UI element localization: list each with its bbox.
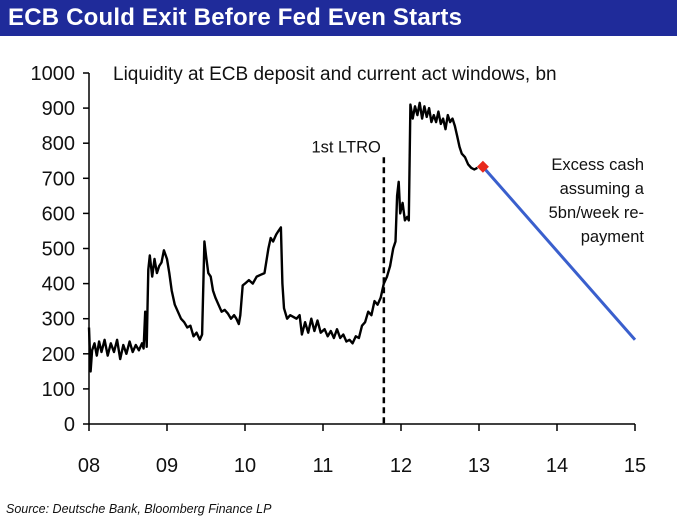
annotation-line: Excess cash bbox=[551, 156, 644, 174]
y-tick-label: 800 bbox=[42, 133, 75, 155]
y-tick-label: 700 bbox=[42, 168, 75, 190]
x-tick-label: 15 bbox=[624, 455, 646, 477]
x-tick-label: 14 bbox=[546, 455, 568, 477]
x-tick-label: 12 bbox=[390, 455, 412, 477]
x-tick-label: 10 bbox=[234, 455, 256, 477]
y-tick-label: 200 bbox=[42, 344, 75, 366]
annotation-line: 5bn/week re- bbox=[549, 204, 644, 222]
x-tick-label: 08 bbox=[78, 455, 100, 477]
y-tick-label: 300 bbox=[42, 309, 75, 331]
liquidity-series-line bbox=[87, 101, 478, 373]
y-tick-label: 600 bbox=[42, 203, 75, 225]
y-axis-ticks: 0 100 200 300 400 500 600 700 800 900 1000 bbox=[31, 63, 89, 436]
x-tick-label: 11 bbox=[313, 455, 334, 477]
y-tick-label: 500 bbox=[42, 239, 75, 261]
header-bar: ECB Could Exit Before Fed Even Starts bbox=[0, 0, 677, 36]
x-tick-label: 13 bbox=[468, 455, 490, 477]
x-tick-label: 09 bbox=[156, 455, 178, 477]
y-tick-label: 900 bbox=[42, 98, 75, 120]
ltro-vline-group: 1st LTRO bbox=[311, 139, 386, 424]
y-tick-label: 0 bbox=[64, 414, 75, 436]
source-note: Source: Deutsche Bank, Bloomberg Finance… bbox=[6, 502, 272, 516]
ltro-label: 1st LTRO bbox=[311, 139, 381, 157]
y-tick-label: 400 bbox=[42, 274, 75, 296]
annotation-line: assuming a bbox=[560, 180, 645, 198]
page-title: ECB Could Exit Before Fed Even Starts bbox=[8, 4, 463, 31]
series-marker bbox=[476, 160, 489, 173]
chart-title: Liquidity at ECB deposit and current act… bbox=[113, 64, 557, 85]
x-axis-ticks: 08 09 10 11 12 13 14 15 bbox=[78, 424, 646, 477]
series-group bbox=[87, 101, 637, 373]
annotation-line: payment bbox=[581, 228, 645, 246]
y-tick-label: 1000 bbox=[31, 63, 76, 85]
y-tick-label: 100 bbox=[42, 379, 75, 401]
annotation-group: Excess cash assuming a 5bn/week re-payment bbox=[549, 156, 645, 246]
projection-series-line bbox=[481, 165, 637, 341]
